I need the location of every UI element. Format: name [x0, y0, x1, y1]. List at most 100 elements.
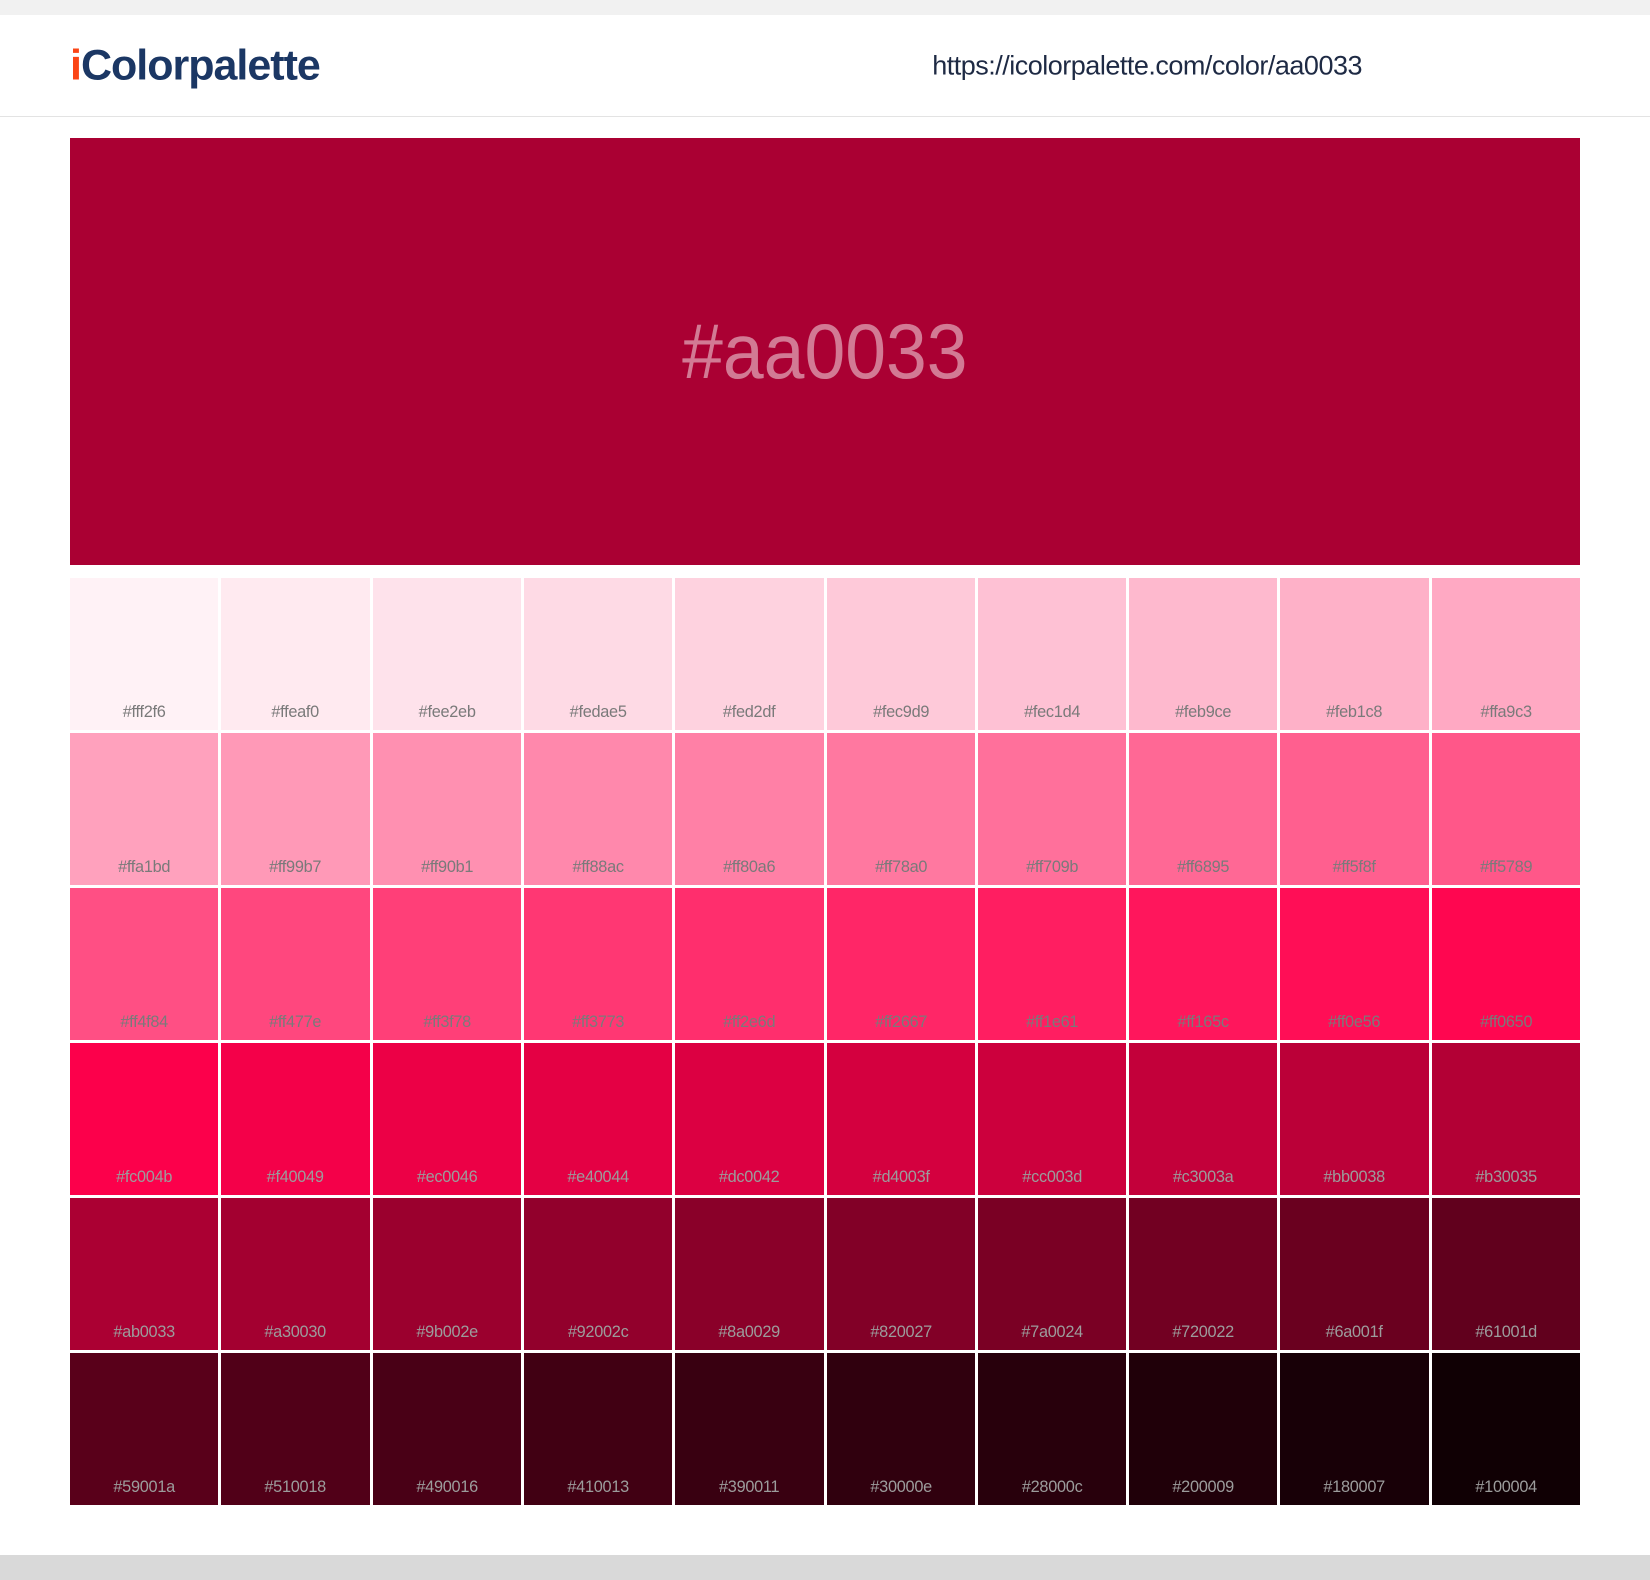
color-swatch[interactable]: #ff5f8f [1280, 733, 1429, 885]
swatch-hex-label: #ff477e [269, 1012, 322, 1031]
color-swatch[interactable]: #59001a [70, 1353, 219, 1505]
swatch-hex-label: #ff3773 [571, 1012, 625, 1031]
color-swatch[interactable]: #ff3f78 [372, 888, 521, 1040]
swatch-hex-label: #b30035 [1475, 1167, 1537, 1186]
swatch-hex-label: #feb9ce [1175, 702, 1232, 721]
swatch-hex-label: #ff3f78 [422, 1012, 471, 1031]
color-swatch[interactable]: #92002c [523, 1198, 673, 1350]
swatch-hex-label: #ff99b7 [269, 857, 322, 876]
color-swatch[interactable]: #180007 [1280, 1353, 1429, 1505]
swatch-hex-label: #ff5f8f [1333, 857, 1377, 876]
color-swatch[interactable]: #ff4f84 [70, 888, 219, 1040]
swatch-hex-label: #ff78a0 [874, 857, 927, 876]
color-swatch[interactable]: #ff5789 [1431, 733, 1580, 885]
swatch-hex-label: #fee2eb [418, 702, 476, 721]
color-swatch[interactable]: #fff2f6 [70, 578, 219, 730]
color-swatch[interactable]: #ff0650 [1431, 888, 1580, 1040]
color-swatch[interactable]: #dc0042 [675, 1043, 824, 1195]
color-swatch[interactable]: #cc003d [977, 1043, 1127, 1195]
color-swatch[interactable]: #c3003a [1129, 1043, 1278, 1195]
swatch-hex-label: #ff6895 [1177, 857, 1230, 876]
swatch-hex-label: #7a0024 [1021, 1322, 1083, 1341]
color-swatch[interactable]: #ffa9c3 [1431, 578, 1580, 730]
color-swatch[interactable]: #ff709b [977, 733, 1127, 885]
swatch-hex-label: #fedae5 [569, 702, 627, 721]
header: iColorpalette https://icolorpalette.com/… [0, 15, 1650, 117]
swatch-hex-label: #ff2667 [874, 1012, 927, 1031]
swatch-hex-label: #180007 [1323, 1477, 1386, 1496]
color-swatch[interactable]: #ff3773 [523, 888, 673, 1040]
swatch-hex-label: #28000c [1021, 1477, 1083, 1496]
color-swatch[interactable]: #510018 [221, 1353, 370, 1505]
color-swatch[interactable]: #b30035 [1431, 1043, 1580, 1195]
color-swatch[interactable]: #28000c [977, 1353, 1127, 1505]
swatch-hex-label: #fc004b [116, 1167, 173, 1186]
brand-logo[interactable]: iColorpalette [70, 41, 321, 90]
swatch-hex-label: #e40044 [567, 1167, 629, 1186]
color-swatch[interactable]: #fc004b [70, 1043, 219, 1195]
swatch-hex-label: #feb1c8 [1326, 702, 1383, 721]
color-swatch[interactable]: #ff2e6d [675, 888, 824, 1040]
color-swatch[interactable]: #ff165c [1129, 888, 1278, 1040]
color-swatch[interactable]: #ff80a6 [675, 733, 824, 885]
color-swatch[interactable]: #7a0024 [977, 1198, 1127, 1350]
swatch-hex-label: #fff2f6 [122, 702, 166, 721]
color-swatch[interactable]: #ff1e61 [977, 888, 1127, 1040]
swatch-hex-label: #490016 [415, 1477, 478, 1496]
swatch-hex-label: #ffa9c3 [1480, 702, 1532, 721]
swatch-hex-label: #c3003a [1172, 1167, 1234, 1186]
color-swatch[interactable]: #ab0033 [70, 1198, 219, 1350]
color-swatch[interactable]: #d4003f [826, 1043, 975, 1195]
color-swatch[interactable]: #e40044 [523, 1043, 673, 1195]
color-swatch[interactable]: #ff0e56 [1280, 888, 1429, 1040]
swatch-hex-label: #ff165c [1177, 1012, 1230, 1031]
color-swatch[interactable]: #fee2eb [372, 578, 521, 730]
color-swatch[interactable]: #feb9ce [1129, 578, 1278, 730]
swatch-hex-label: #bb0038 [1323, 1167, 1386, 1186]
color-swatch[interactable]: #f40049 [221, 1043, 370, 1195]
color-swatch[interactable]: #bb0038 [1280, 1043, 1429, 1195]
color-swatch[interactable]: #9b002e [372, 1198, 521, 1350]
shade-grid: #fff2f6 #ffeaf0 #fee2eb #fedae5 #fed2df #fec9… [70, 578, 1580, 1505]
color-swatch[interactable]: #fec9d9 [826, 578, 975, 730]
swatch-hex-label: #9b002e [415, 1322, 478, 1341]
color-swatch[interactable]: #6a001f [1280, 1198, 1429, 1350]
color-swatch[interactable]: #ffeaf0 [221, 578, 370, 730]
color-swatch[interactable]: #390011 [675, 1353, 824, 1505]
swatch-hex-label: #dc0042 [719, 1167, 780, 1186]
swatch-hex-label: #ff5789 [1479, 857, 1532, 876]
swatch-hex-label: #410013 [567, 1477, 629, 1496]
swatch-hex-label: #a30030 [264, 1322, 327, 1341]
hero-hex-label: #aa0033 [682, 307, 968, 395]
color-swatch[interactable]: #a30030 [221, 1198, 370, 1350]
color-swatch[interactable]: #100004 [1431, 1353, 1580, 1505]
color-swatch[interactable]: #fec1d4 [977, 578, 1127, 730]
color-swatch[interactable]: #ff78a0 [826, 733, 975, 885]
swatch-hex-label: #ab0033 [113, 1322, 175, 1341]
color-swatch[interactable]: #200009 [1129, 1353, 1278, 1505]
color-swatch[interactable]: #720022 [1129, 1198, 1278, 1350]
color-swatch[interactable]: #30000e [826, 1353, 975, 1505]
color-swatch[interactable]: #feb1c8 [1280, 578, 1429, 730]
color-swatch[interactable]: #490016 [372, 1353, 521, 1505]
hero-color-block: #aa0033 [70, 138, 1580, 565]
color-swatch[interactable]: #ff6895 [1129, 733, 1278, 885]
color-swatch[interactable]: #ff90b1 [372, 733, 521, 885]
color-swatch[interactable]: #ff2667 [826, 888, 975, 1040]
color-swatch[interactable]: #ff88ac [523, 733, 673, 885]
color-swatch[interactable]: #820027 [826, 1198, 975, 1350]
color-swatch[interactable]: #61001d [1431, 1198, 1580, 1350]
color-swatch[interactable]: #fed2df [675, 578, 824, 730]
color-swatch[interactable]: #ec0046 [372, 1043, 521, 1195]
color-swatch[interactable]: #ffa1bd [70, 733, 219, 885]
color-swatch[interactable]: #fedae5 [523, 578, 673, 730]
color-swatch[interactable]: #ff99b7 [221, 733, 370, 885]
swatch-hex-label: #fec1d4 [1023, 702, 1080, 721]
swatch-hex-label: #ff90b1 [420, 857, 473, 876]
color-swatch[interactable]: #410013 [523, 1353, 673, 1505]
swatch-hex-label: #92002c [567, 1322, 629, 1341]
color-swatch[interactable]: #ff477e [221, 888, 370, 1040]
swatch-hex-label: #ec0046 [416, 1167, 478, 1186]
swatch-hex-label: #ff1e61 [1025, 1012, 1079, 1031]
color-swatch[interactable]: #8a0029 [675, 1198, 824, 1350]
